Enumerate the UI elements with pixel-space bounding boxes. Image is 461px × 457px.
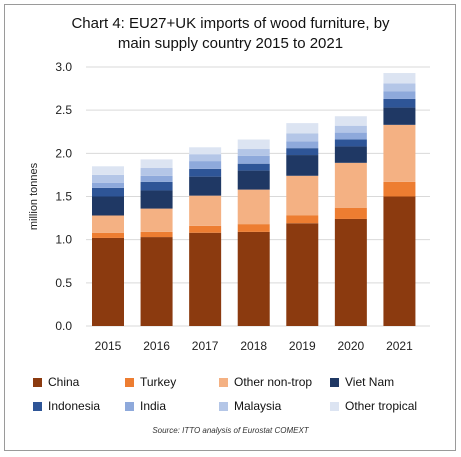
bar-segment-china (334, 218, 367, 326)
bar-segment-viet-nam (237, 170, 270, 190)
y-tick-label: 0.0 (55, 319, 72, 333)
bar-segment-other-non-trop (189, 195, 222, 226)
bar-segment-other-tropical (237, 139, 270, 150)
y-tick-label: 1.0 (55, 233, 72, 247)
bar-segment-china (383, 196, 416, 326)
x-tick-label: 2015 (95, 339, 122, 353)
bar-segment-turkey (189, 225, 222, 233)
bar-segment-turkey (92, 232, 124, 238)
bar-segment-indonesia (383, 98, 416, 108)
bar-segment-malaysia (189, 154, 222, 162)
bar-segment-viet-nam (140, 190, 173, 209)
y-tick-label: 3.0 (55, 60, 72, 74)
x-tick-label: 2021 (386, 339, 413, 353)
bar-segment-other-tropical (140, 159, 173, 169)
bar-segment-turkey (383, 181, 416, 197)
bar-segment-china (189, 232, 222, 326)
bar-segment-viet-nam (383, 107, 416, 125)
bar-segment-china (92, 237, 124, 326)
x-tick-label: 2020 (338, 339, 365, 353)
bar-segment-turkey (286, 215, 319, 224)
bar-segment-india (334, 132, 367, 140)
x-tick-label: 2016 (143, 339, 170, 353)
bar-segment-china (140, 237, 173, 326)
y-tick-label: 2.5 (55, 103, 72, 117)
y-tick-label: 0.5 (55, 276, 72, 290)
bar-segment-other-tropical (286, 123, 319, 134)
chart-title: Chart 4: EU27+UK imports of wood furnitu… (0, 14, 461, 54)
bar-segment-other-non-trop (237, 189, 270, 225)
bar-segment-other-tropical (189, 147, 222, 155)
chart-title-line-1: Chart 4: EU27+UK imports of wood furnitu… (71, 15, 390, 32)
chart-source: Source: ITTO analysis of Eurostat COMEXT (152, 426, 309, 435)
bar-segment-viet-nam (189, 176, 222, 196)
x-tick-label: 2017 (192, 339, 219, 353)
bar-segment-turkey (334, 207, 367, 219)
bar-segment-indonesia (286, 148, 319, 156)
bar-segment-malaysia (92, 174, 124, 183)
bar-segment-other-tropical (92, 166, 124, 175)
bar-segment-indonesia (140, 181, 173, 191)
bar-segment-viet-nam (92, 196, 124, 216)
bar-segment-other-non-trop (140, 208, 173, 232)
y-tick-label: 2.0 (55, 146, 72, 160)
bar-segment-malaysia (383, 83, 416, 92)
bar-segment-other-non-trop (92, 215, 124, 233)
bar-segment-china (237, 231, 270, 326)
bar-segment-india (237, 155, 270, 164)
bar-segment-other-non-trop (334, 162, 367, 208)
bar-segment-malaysia (237, 149, 270, 156)
bar-segment-viet-nam (286, 155, 319, 176)
bar-segment-indonesia (189, 168, 222, 177)
bar-segment-indonesia (237, 163, 270, 171)
x-tick-label: 2019 (289, 339, 316, 353)
bar-segment-india (189, 161, 222, 169)
bar-segment-malaysia (286, 133, 319, 142)
bar-segment-other-non-trop (383, 124, 416, 182)
chart-frame (4, 4, 456, 451)
bar-segment-indonesia (92, 187, 124, 197)
bar-segment-malaysia (140, 168, 173, 176)
bar-segment-turkey (140, 231, 173, 238)
bar-segment-india (383, 91, 416, 99)
bar-segment-other-tropical (334, 116, 367, 126)
bar-segment-indonesia (334, 139, 367, 147)
bar-segment-india (92, 182, 124, 188)
bar-segment-malaysia (334, 125, 367, 133)
bar-segment-india (286, 141, 319, 149)
chart-title-line-2: main supply country 2015 to 2021 (117, 35, 344, 52)
bar-segment-turkey (237, 224, 270, 232)
bar-segment-other-tropical (383, 73, 416, 84)
bar-segment-viet-nam (334, 146, 367, 163)
y-axis-label: million tonnes (28, 162, 40, 230)
bar-segment-other-non-trop (286, 175, 319, 216)
bar-segment-china (286, 223, 319, 326)
y-tick-label: 1.5 (55, 190, 72, 204)
x-tick-label: 2018 (240, 339, 267, 353)
bar-segment-india (140, 175, 173, 182)
